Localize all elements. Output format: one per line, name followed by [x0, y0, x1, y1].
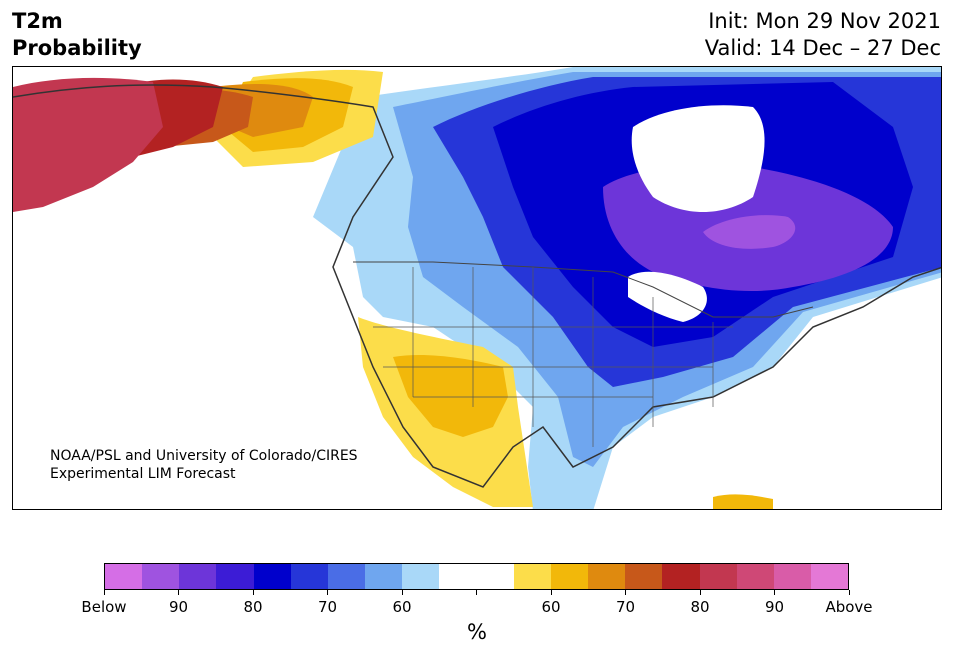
color-bar-segment — [365, 564, 403, 589]
color-bar-tick — [327, 590, 328, 595]
color-bar-segment — [550, 564, 589, 589]
color-bar-tick — [625, 590, 626, 595]
unit-label: % — [467, 620, 487, 644]
credit-line-1: NOAA/PSL and University of Colorado/CIRE… — [50, 448, 358, 464]
coastline — [13, 84, 941, 488]
color-bar — [104, 563, 849, 590]
color-bar-tick — [848, 590, 850, 595]
color-bar-segment — [773, 564, 811, 589]
color-bar-segment — [699, 564, 737, 589]
map-title: T2m Probability — [12, 8, 142, 62]
color-bar-tick-label: 70 — [615, 598, 636, 616]
cuba-warm — [713, 494, 773, 509]
color-bar-tick — [550, 590, 552, 595]
color-bar-segment — [736, 564, 774, 589]
title-line-2: Probability — [12, 36, 142, 60]
color-bar-segment — [662, 564, 700, 589]
color-bar-segment — [402, 564, 440, 589]
color-bar-tick-label: 70 — [317, 598, 338, 616]
color-bar-segment — [142, 564, 180, 589]
state-borders — [373, 267, 733, 447]
color-bar-tick — [401, 590, 403, 595]
color-bar-segment — [179, 564, 217, 589]
color-bar-tick-label: 90 — [764, 598, 785, 616]
color-bar-segment — [588, 564, 626, 589]
color-bar-tick — [774, 590, 775, 595]
credit-line-2: Experimental LIM Forecast — [50, 466, 236, 482]
color-bar-tick — [476, 590, 477, 595]
color-bar-segment — [810, 564, 849, 589]
color-bar-segment — [105, 564, 143, 589]
below-95-region — [703, 215, 796, 249]
map-canvas — [13, 67, 941, 509]
color-bar-tick — [178, 590, 179, 595]
color-bar-tick-label: Below — [81, 598, 127, 616]
alaska-region — [13, 77, 163, 212]
color-bar-segment — [290, 564, 328, 589]
probability-map: NOAA/PSL and University of Colorado/CIRE… — [12, 66, 942, 510]
credit-text: NOAA/PSL and University of Colorado/CIRE… — [50, 447, 358, 483]
valid-dates: Valid: 14 Dec – 27 Dec — [704, 36, 941, 60]
color-bar-tick-label: 60 — [392, 598, 412, 616]
color-bar-tick — [699, 590, 701, 595]
title-line-1: T2m — [12, 9, 63, 33]
color-bar-segment — [253, 564, 291, 589]
color-bar-segment — [327, 564, 366, 589]
color-bar-tick-label: 60 — [541, 598, 561, 616]
color-bar-tick — [252, 590, 254, 595]
color-bar-tick-label: Above — [825, 598, 873, 616]
init-date: Init: Mon 29 Nov 2021 — [708, 9, 941, 33]
us-canada-border — [353, 261, 814, 318]
color-bar-segment — [476, 564, 514, 589]
color-bar-tick-label: 80 — [690, 598, 710, 616]
southwest-warm-core — [393, 355, 508, 437]
hudson-bay — [631, 105, 765, 212]
great-lakes — [628, 271, 707, 322]
color-bar-segment — [513, 564, 551, 589]
color-bar-segment — [216, 564, 254, 589]
color-bar-segment — [439, 564, 477, 589]
color-bar-tick — [103, 590, 105, 595]
color-bar-tick-label: 80 — [243, 598, 263, 616]
color-bar-tick-label: 90 — [168, 598, 189, 616]
forecast-dates: Init: Mon 29 Nov 2021 Valid: 14 Dec – 27… — [705, 8, 941, 62]
color-bar-segment — [625, 564, 663, 589]
